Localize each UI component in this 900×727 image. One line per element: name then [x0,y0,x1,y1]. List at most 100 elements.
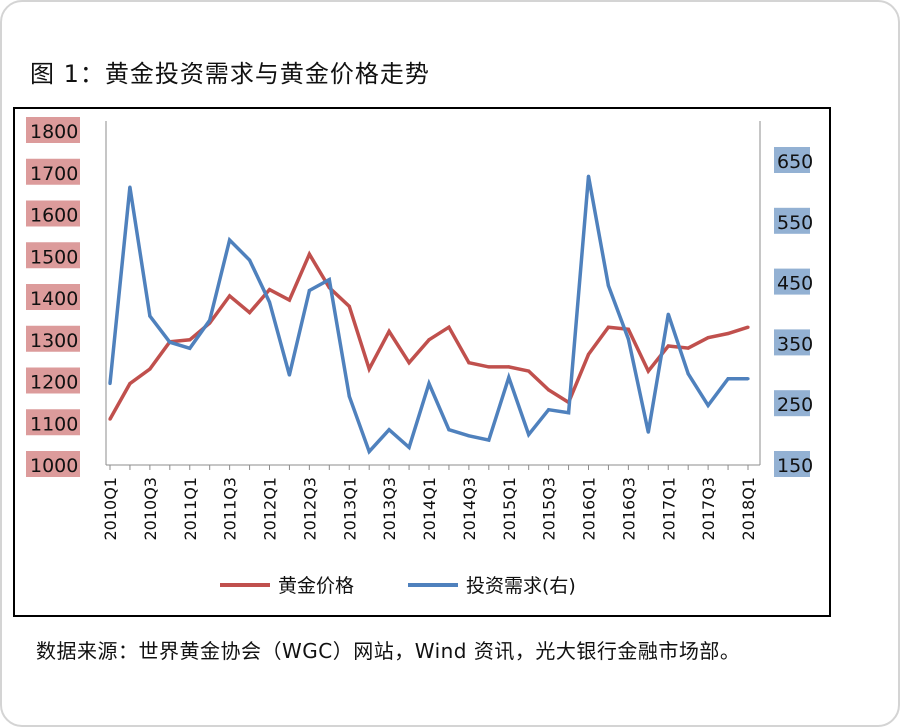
x-tick-label: 2016Q3 [619,477,638,541]
plot-frame [13,107,831,617]
x-tick-label: 2011Q3 [221,477,240,541]
gold-price-point [726,331,730,336]
investment-demand-point [407,445,411,449]
left-tick-label: 1000 [30,455,78,477]
investment-demand-point [287,373,292,377]
investment-demand-point [267,300,272,304]
right-tick-highlight [774,207,810,234]
right-tick-highlight [774,390,810,417]
investment-demand-point [307,288,311,293]
gold-price-point [407,361,411,365]
data-source-note: 数据来源：世界黄金协会（WGC）网站，Wind 资讯，光大银行金融市场部。 [36,639,741,663]
gold-price-point [387,329,391,333]
investment-demand-point [726,377,730,381]
left-tick-highlight [26,117,80,143]
investment-demand-point [686,372,690,376]
investment-demand-line [108,175,748,455]
x-tick-label: 2015Q1 [500,477,519,541]
x-tick-label: 2017Q3 [699,477,718,541]
investment-demand-point [108,381,112,386]
gold-price-point [287,298,292,302]
gold-price-point [307,252,311,256]
investment-demand-point [606,284,611,288]
investment-demand-point [666,312,670,316]
left-tick-highlight [26,409,80,436]
right-tick-highlight [774,329,810,356]
gold-price-point [467,361,471,365]
investment-demand-point [746,377,750,381]
gold-price-point [686,346,690,350]
investment-demand-point [367,450,371,454]
left-tick-label: 1400 [30,288,78,310]
right-tick-label: 450 [777,273,813,295]
investment-demand-point [327,277,331,282]
left-tick-highlight [26,451,80,477]
x-tick-label: 2012Q3 [300,477,319,541]
legend-label-gold-price: 黄金价格 [278,575,354,597]
investment-demand-point [387,428,391,432]
gold-price-point [427,338,431,342]
gold-price-point [108,417,112,421]
x-tick-label: 2016Q1 [580,477,599,541]
investment-demand-point [347,394,351,398]
left-tick-highlight [26,242,80,269]
investment-demand-point [547,408,551,412]
x-tick-label: 2012Q1 [261,477,280,541]
gold-price-point [228,294,232,298]
gold-price-point [746,325,750,329]
investment-demand-point [467,434,471,438]
x-tick-label: 2015Q3 [540,477,559,541]
x-tick-label: 2013Q1 [340,477,359,541]
investment-demand-point [646,430,650,434]
gold-price-point [507,365,511,369]
left-tick-label: 1600 [30,205,78,227]
investment-demand-point [427,381,431,386]
left-tick-highlight [26,158,80,185]
left-tick-label: 1700 [30,163,78,185]
investment-demand-point [586,174,591,178]
right-tick-label: 350 [777,333,813,355]
investment-demand-point [148,314,152,318]
x-tick-label: 2013Q3 [380,477,399,541]
x-tick-label: 2010Q1 [101,477,120,541]
x-tick-label: 2018Q1 [739,477,758,541]
x-tick-label: 2010Q3 [141,477,160,541]
left-tick-highlight [26,284,80,310]
gold-price-point [547,388,551,392]
gold-price-point [367,367,371,371]
investment-demand-point [228,238,232,242]
left-tick-label: 1300 [30,330,78,352]
gold-price-point [128,381,132,386]
right-tick-label: 650 [777,151,813,173]
gold-price-point [527,369,531,373]
gold-price-point [148,367,152,371]
investment-demand-point [447,428,451,432]
gold-price-point [188,338,192,342]
left-tick-label: 1800 [30,121,78,143]
right-tick-label: 250 [777,394,813,416]
investment-demand-point [128,185,132,189]
investment-demand-point [527,433,531,437]
left-tick-label: 1500 [30,246,78,268]
investment-demand-point [208,318,212,322]
legend-label-investment-demand: 投资需求(右) [466,575,576,597]
gold-price-point [267,288,272,292]
investment-demand-point [626,337,630,341]
right-tick-highlight [774,268,810,295]
investment-demand-point [188,346,192,350]
x-tick-label: 2017Q1 [659,477,678,541]
x-tick-label: 2014Q1 [420,477,439,541]
investment-demand-point [507,375,511,380]
right-tick-label: 550 [777,212,813,234]
left-tick-highlight [26,367,80,394]
right-tick-highlight [774,147,810,173]
x-tick-label: 2011Q1 [181,477,200,541]
left-tick-highlight [26,325,80,352]
left-tick-label: 1200 [30,372,78,394]
investment-demand-point [168,340,172,344]
gold-price-point [626,327,630,331]
right-tick-highlight [774,451,810,477]
x-tick-label: 2014Q3 [460,477,479,541]
